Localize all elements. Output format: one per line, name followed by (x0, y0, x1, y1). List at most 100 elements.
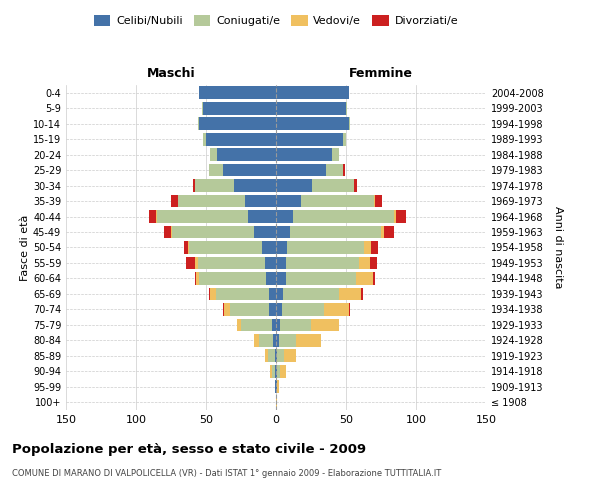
Bar (280, 318, 311, 331)
Bar (276, 256, 286, 270)
Bar (349, 303, 350, 316)
Bar (361, 288, 363, 300)
Bar (193, 179, 195, 192)
Bar (276, 102, 346, 115)
Bar (286, 272, 356, 285)
Bar (371, 241, 378, 254)
Bar (275, 380, 276, 393)
Bar (276, 164, 326, 176)
Bar (248, 210, 276, 223)
Bar (209, 164, 223, 176)
Bar (203, 102, 276, 115)
Bar (281, 303, 323, 316)
Bar (187, 256, 195, 270)
Bar (355, 179, 357, 192)
Bar (223, 303, 224, 316)
Text: Femmine: Femmine (349, 68, 413, 80)
Bar (254, 226, 276, 238)
Bar (217, 148, 276, 161)
Bar (259, 334, 273, 346)
Bar (149, 210, 155, 223)
Bar (296, 334, 321, 346)
Bar (269, 303, 276, 316)
Bar (277, 365, 280, 378)
Bar (374, 194, 376, 207)
Bar (311, 318, 339, 331)
Bar (279, 334, 296, 346)
Bar (277, 350, 284, 362)
Bar (197, 118, 199, 130)
Bar (171, 194, 178, 207)
Bar (241, 318, 272, 331)
Bar (237, 318, 241, 331)
Bar (171, 226, 172, 238)
Bar (293, 210, 394, 223)
Bar (283, 288, 339, 300)
Bar (157, 210, 248, 223)
Bar (275, 350, 276, 362)
Legend: Celibi/Nubili, Coniugati/e, Vedovi/e, Divorziati/e: Celibi/Nubili, Coniugati/e, Vedovi/e, Di… (89, 10, 463, 31)
Bar (277, 380, 279, 393)
Bar (356, 272, 373, 285)
Bar (164, 226, 171, 238)
Bar (206, 133, 276, 145)
Bar (276, 226, 290, 238)
Bar (262, 241, 276, 254)
Bar (276, 179, 313, 192)
Bar (373, 272, 376, 285)
Bar (376, 194, 382, 207)
Bar (276, 86, 349, 99)
Bar (276, 210, 293, 223)
Bar (286, 256, 359, 270)
Bar (184, 241, 188, 254)
Bar (230, 303, 269, 316)
Bar (276, 133, 343, 145)
Bar (381, 226, 384, 238)
Bar (332, 148, 339, 161)
Bar (276, 365, 277, 378)
Bar (397, 210, 406, 223)
Bar (197, 256, 265, 270)
Bar (384, 226, 394, 238)
Bar (349, 118, 350, 130)
Bar (272, 318, 276, 331)
Bar (276, 288, 283, 300)
Bar (276, 396, 277, 408)
Bar (203, 133, 206, 145)
Bar (172, 226, 254, 238)
Bar (326, 164, 343, 176)
Bar (210, 288, 216, 300)
Bar (339, 288, 361, 300)
Bar (265, 350, 268, 362)
Bar (313, 179, 355, 192)
Bar (266, 272, 276, 285)
Bar (370, 256, 377, 270)
Bar (199, 272, 266, 285)
Bar (254, 334, 259, 346)
Bar (343, 133, 346, 145)
Bar (276, 241, 287, 254)
Bar (188, 241, 189, 254)
Bar (271, 365, 272, 378)
Bar (224, 303, 230, 316)
Y-axis label: Anni di nascita: Anni di nascita (553, 206, 563, 288)
Bar (245, 194, 276, 207)
Bar (272, 365, 275, 378)
Bar (216, 288, 269, 300)
Bar (301, 194, 374, 207)
Bar (189, 241, 262, 254)
Bar (276, 334, 279, 346)
Text: Popolazione per età, sesso e stato civile - 2009: Popolazione per età, sesso e stato civil… (12, 442, 366, 456)
Bar (394, 210, 397, 223)
Bar (234, 179, 276, 192)
Bar (199, 86, 276, 99)
Text: Maschi: Maschi (146, 68, 196, 80)
Bar (210, 148, 217, 161)
Bar (265, 256, 276, 270)
Bar (195, 272, 196, 285)
Bar (343, 164, 344, 176)
Bar (276, 350, 277, 362)
Bar (273, 334, 276, 346)
Bar (195, 179, 234, 192)
Bar (276, 194, 301, 207)
